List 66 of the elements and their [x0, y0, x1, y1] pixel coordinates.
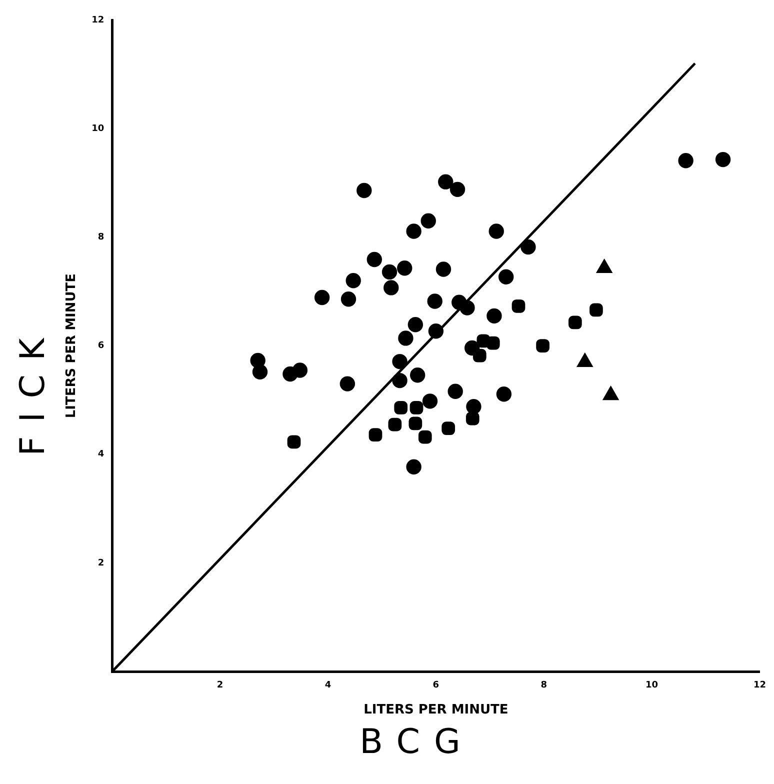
x-tick-label: 8: [540, 680, 547, 690]
point: [356, 182, 372, 198]
point: [448, 384, 463, 400]
point: [394, 401, 408, 414]
point: [287, 435, 301, 449]
point: [678, 153, 694, 168]
point: [410, 368, 426, 383]
y-tick-label: 2: [98, 558, 104, 568]
x-tick-label: 2: [216, 680, 224, 690]
point: [428, 324, 444, 339]
point: [486, 308, 502, 324]
point: [450, 182, 466, 198]
point: [460, 300, 475, 316]
point: [568, 316, 582, 330]
y-tick-label: 8: [98, 232, 104, 243]
point: [410, 401, 424, 414]
x-tick-label: 12: [753, 680, 766, 690]
point: [422, 394, 438, 409]
point: [436, 262, 452, 277]
point: [442, 422, 456, 436]
point: [427, 294, 442, 309]
point: [388, 418, 402, 432]
point: [314, 290, 330, 306]
point: [406, 224, 422, 239]
point: [438, 174, 454, 190]
point: [420, 213, 436, 229]
y-tick-label: 6: [98, 341, 104, 352]
point: [406, 459, 422, 474]
point: [590, 303, 603, 317]
x-axis-title: LITERS PER MINUTE: [364, 702, 508, 718]
point: [536, 339, 550, 352]
point: [292, 362, 308, 378]
x-tick-label: 6: [432, 680, 440, 690]
point: [368, 428, 382, 442]
point: [466, 412, 480, 426]
point: [340, 376, 356, 392]
point: [464, 340, 480, 356]
point: [384, 280, 399, 296]
point: [397, 260, 412, 276]
x-tick-label: 10: [646, 680, 658, 690]
point: [398, 330, 414, 346]
text: FICK: [13, 324, 53, 456]
x-tick-label: 4: [324, 680, 332, 690]
point: [340, 292, 356, 307]
y-tick-label: 12: [92, 15, 104, 26]
text: BCG: [358, 722, 476, 762]
point: [715, 152, 731, 168]
point: [392, 372, 408, 388]
point: [466, 399, 482, 414]
point: [252, 364, 268, 380]
point: [488, 224, 504, 239]
y-tick-label: 10: [92, 124, 104, 134]
point: [382, 264, 398, 280]
point: [496, 386, 512, 402]
point: [408, 317, 424, 332]
point: [512, 299, 526, 313]
point: [408, 416, 422, 430]
point: [346, 273, 361, 288]
point: [486, 336, 500, 350]
point: [392, 354, 408, 370]
y-axis-title: LITERS PER MINUTE: [64, 273, 80, 418]
point: [418, 430, 432, 444]
point: [366, 252, 382, 268]
point: [498, 269, 514, 284]
point: [520, 239, 536, 255]
y-tick-label: 4: [98, 450, 104, 460]
